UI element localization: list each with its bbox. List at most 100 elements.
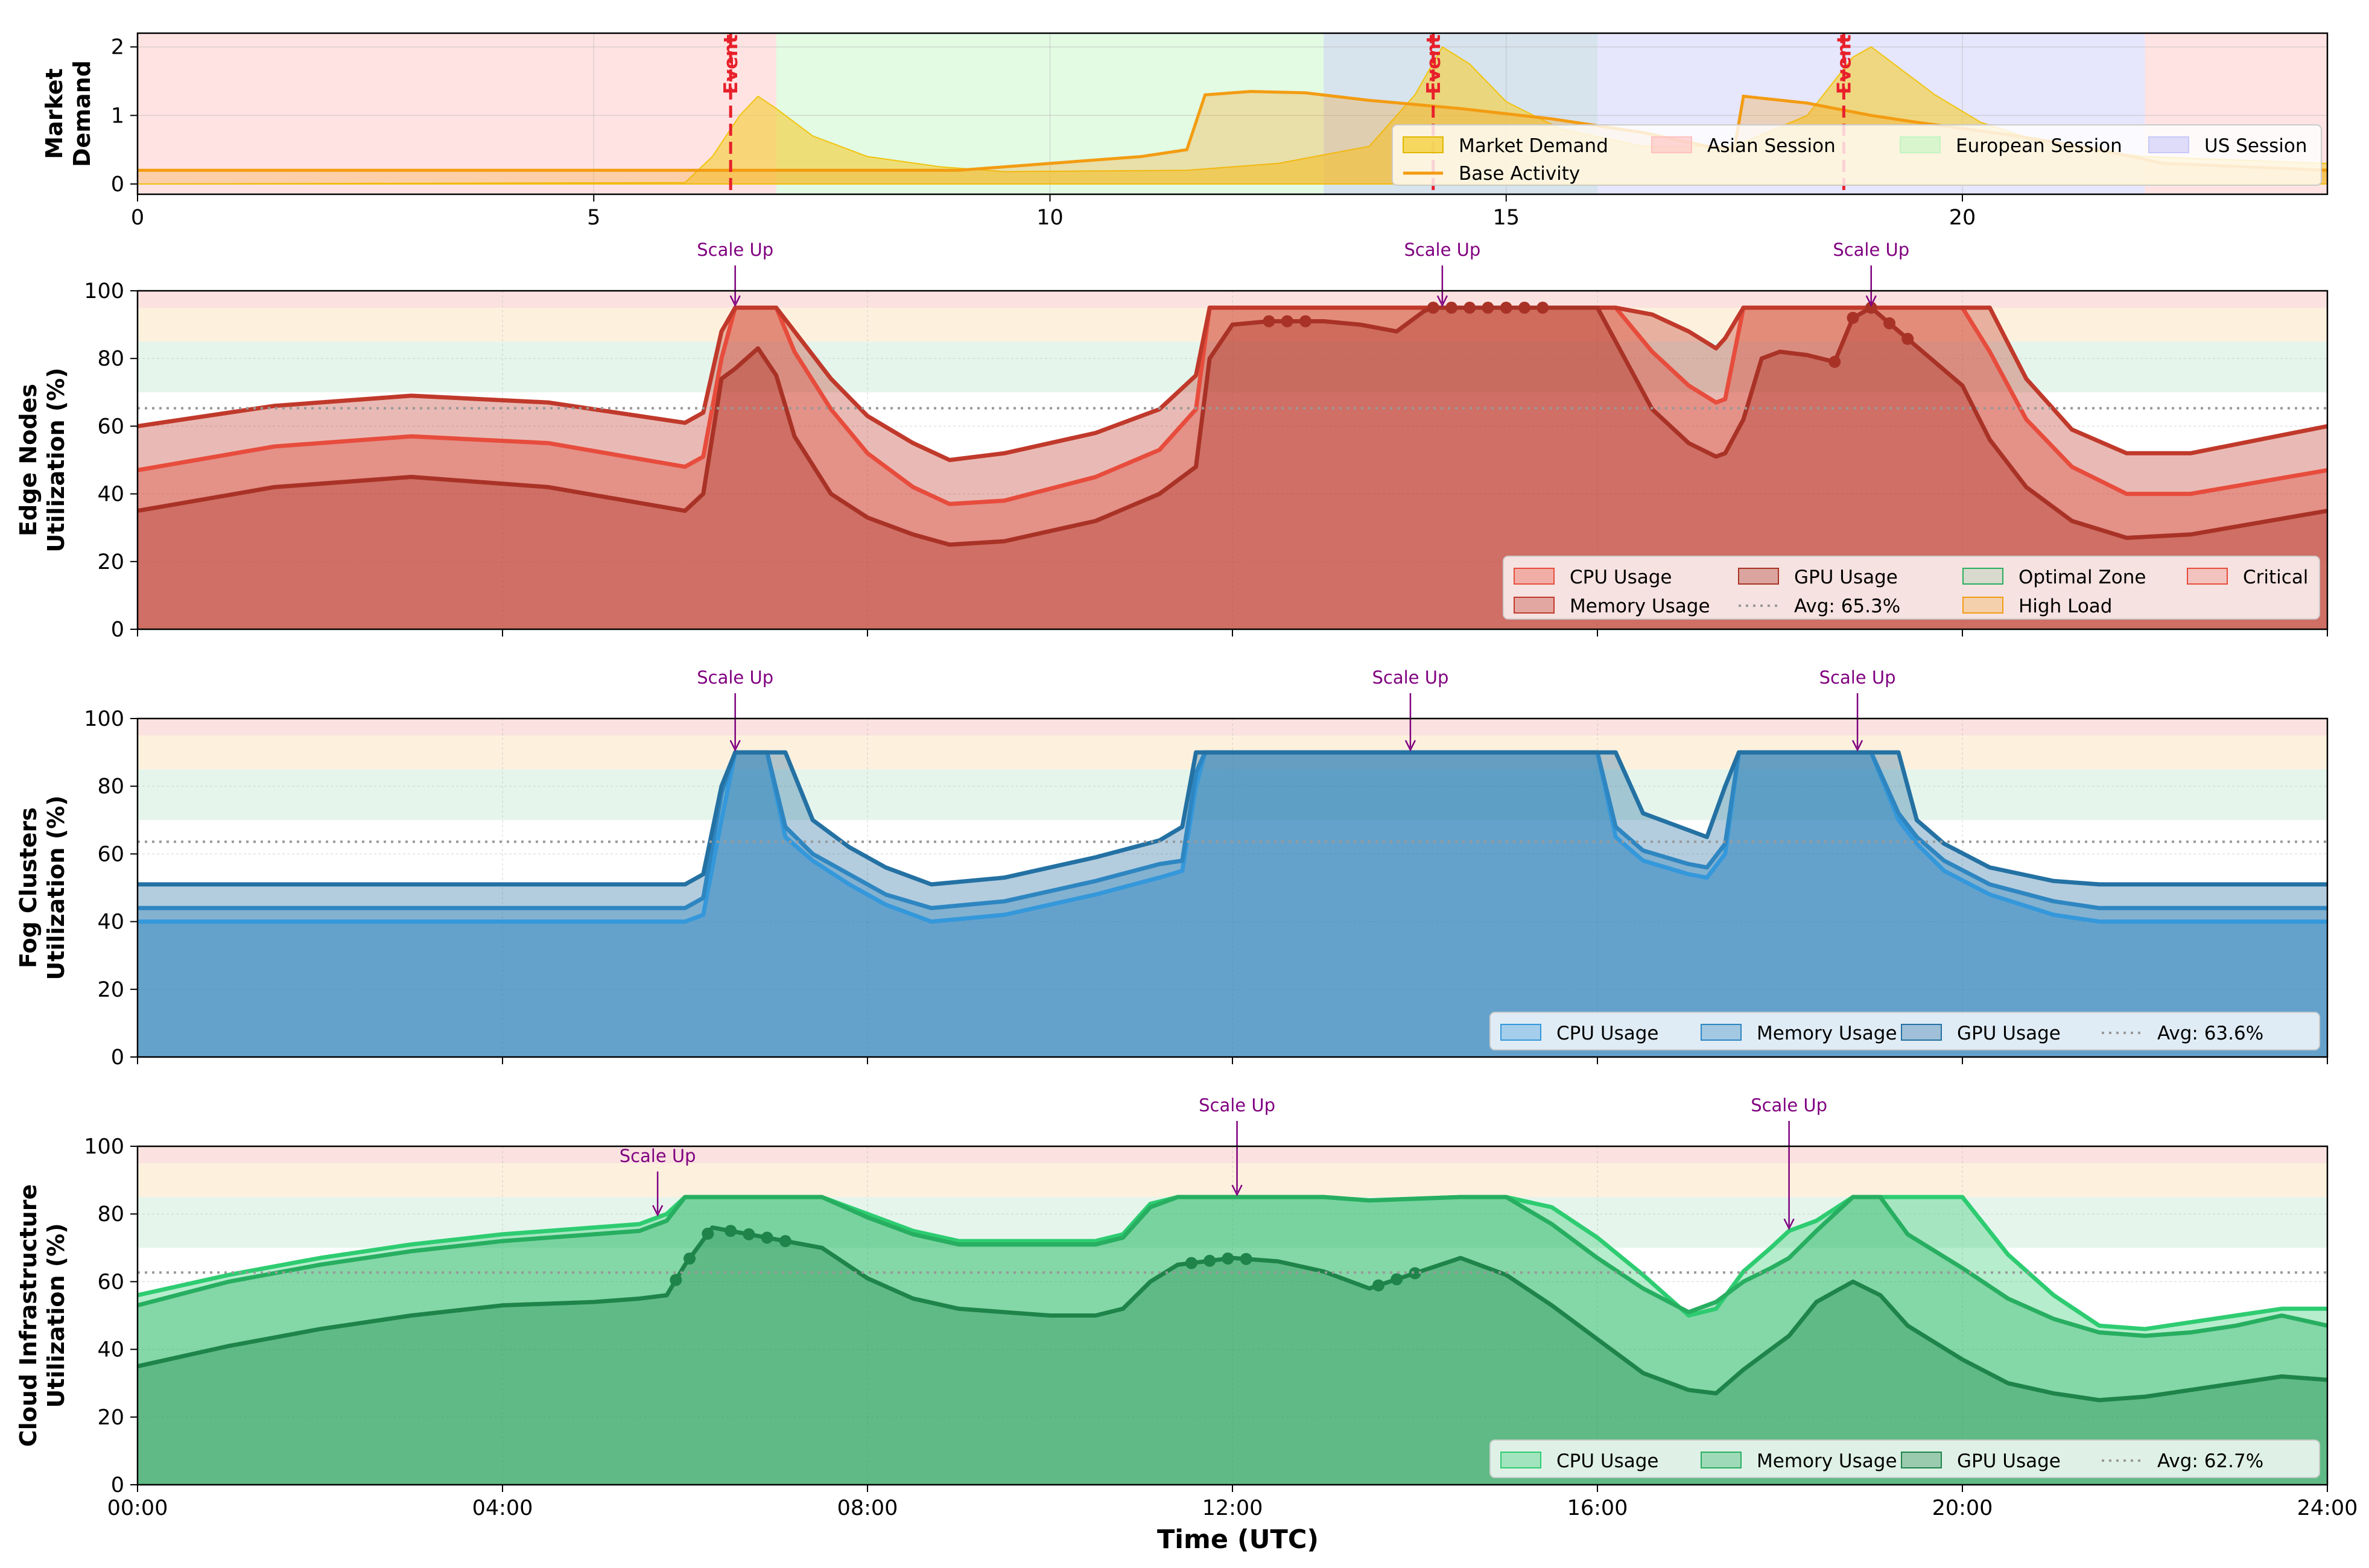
market-legend-asian-session-swatch xyxy=(1651,136,1692,153)
cloud-y-tick-label: 40 xyxy=(97,1338,124,1362)
cloud-legend-memory-usage-swatch xyxy=(1701,1452,1742,1468)
cloud-x-tick-label: 12:00 xyxy=(1202,1496,1263,1520)
market-legend-frame xyxy=(1392,124,2322,186)
edge-y-tick-label: 100 xyxy=(84,279,124,303)
cloud-peak-marker xyxy=(1391,1273,1403,1286)
cloud-y-axis-label: Cloud InfrastructureUtilization (%) xyxy=(15,1184,69,1447)
cloud-plot-bg xyxy=(138,1146,2327,1485)
market-y-tick-label: 2 xyxy=(111,36,124,60)
cloud-peak-marker xyxy=(702,1227,714,1240)
edge-peak-marker xyxy=(1883,317,1895,329)
cloud-legend-frame xyxy=(1489,1439,2320,1478)
edge-legend-cpu-usage: CPU Usage xyxy=(1570,567,1672,588)
cloud-x-tick-label: 16:00 xyxy=(1567,1496,1628,1520)
fog-clusters-panel: Scale Up Scale Up Scale Up 0 20 40 60 80 100 Fog … xyxy=(15,667,2329,1070)
cloud-scale-up-label-0: Scale Up xyxy=(620,1146,696,1166)
cloud-peak-marker xyxy=(779,1235,791,1248)
fog-cpu-usage-area xyxy=(138,752,2327,1057)
cloud-x-tick-label: 00:00 xyxy=(107,1496,168,1520)
edge-y-tick-label: 0 xyxy=(111,618,124,642)
edge-peak-marker xyxy=(1427,302,1439,314)
cloud-scale-up-label-1: Scale Up xyxy=(1199,1095,1275,1116)
edge-legend-memory-usage: Memory Usage xyxy=(1570,595,1710,617)
cloud-scale-up-arrowhead-0 xyxy=(652,1205,664,1217)
market-legend-european-session: European Session xyxy=(1956,135,2122,157)
cloud-y-tick-label: 20 xyxy=(97,1406,124,1430)
market-demand-panel: Event Event Event 0 5 10 15 20 0 1 2 MarketDemand Ma… xyxy=(41,32,2329,230)
edge-memory-usage-area xyxy=(138,308,2327,629)
cloud-legend-gpu-usage-swatch xyxy=(1901,1452,1942,1468)
fog-scale-up-label-0: Scale Up xyxy=(697,667,773,688)
cloud-memory-usage-area xyxy=(138,1197,2327,1485)
fog-optimal-zone xyxy=(138,769,2327,821)
cloud-y-tick-label: 0 xyxy=(111,1473,124,1497)
cloud-scale-up-label-2: Scale Up xyxy=(1751,1095,1827,1116)
edge-nodes-panel: Scale Up Scale Up Scale Up 0 20 40 60 80 100 Edge… xyxy=(15,240,2329,642)
edge-y-tick-label: 80 xyxy=(97,347,124,371)
market-legend-market-demand: Market Demand xyxy=(1459,135,1608,157)
edge-peak-marker xyxy=(1828,355,1841,368)
edge-peak-marker xyxy=(1482,302,1494,314)
fog-y-axis-label: Fog ClustersUtilization (%) xyxy=(15,795,69,980)
edge-legend-cpu-usage-swatch xyxy=(1514,568,1555,585)
cloud-high-load-zone xyxy=(138,1163,2327,1198)
fog-legend-gpu-usage-swatch xyxy=(1901,1024,1942,1041)
cloud-peak-marker xyxy=(1222,1252,1234,1265)
cloud-legend-gpu-usage: GPU Usage xyxy=(1957,1450,2061,1472)
fog-legend-gpu-usage: GPU Usage xyxy=(1957,1023,2061,1044)
edge-scale-up-label-2: Scale Up xyxy=(1833,240,1909,260)
x-axis-label: Time (UTC) xyxy=(1157,1525,1319,1555)
cloud-legend-cpu-usage-swatch xyxy=(1500,1452,1541,1468)
edge-peak-marker xyxy=(1445,302,1457,314)
fog-scale-up-arrowhead-0 xyxy=(729,740,741,752)
fog-legend-cpu-usage: CPU Usage xyxy=(1556,1023,1658,1044)
edge-peak-marker xyxy=(1464,302,1476,314)
fog-y-tick-label: 0 xyxy=(111,1046,124,1070)
market-legend-market-demand-swatch xyxy=(1403,136,1444,153)
market-frame xyxy=(136,32,2329,195)
cloud-x-tick-label: 04:00 xyxy=(472,1496,533,1520)
market-legend-us-session: US Session xyxy=(2204,135,2307,157)
edge-legend-memory-usage-swatch xyxy=(1514,597,1555,614)
edge-scale-up-arrowhead-2 xyxy=(1865,295,1877,307)
edge-legend-gpu-usage-swatch xyxy=(1738,568,1779,585)
edge-memory-usage-line xyxy=(137,305,2328,462)
edge-critical-zone xyxy=(138,291,2327,308)
edge-y-tick-label: 40 xyxy=(97,483,124,507)
cloud-peak-marker xyxy=(1372,1279,1384,1292)
edge-gpu-usage-line xyxy=(137,305,2328,547)
edge-scale-up-label-1: Scale Up xyxy=(1404,240,1480,260)
market-y-tick-label: 1 xyxy=(111,104,124,128)
fog-y-tick-label: 100 xyxy=(84,707,124,731)
edge-gpu-usage-area xyxy=(138,308,2327,629)
fog-y-tick-label: 80 xyxy=(97,775,124,799)
cloud-y-tick-label: 80 xyxy=(97,1202,124,1227)
cloud-peak-marker xyxy=(761,1231,773,1244)
edge-peak-marker xyxy=(1537,302,1549,314)
fog-plot-bg xyxy=(138,719,2327,1057)
cloud-peak-marker xyxy=(1240,1252,1252,1265)
cloud-peak-marker xyxy=(1185,1257,1197,1269)
cloud-critical-zone xyxy=(138,1146,2327,1164)
cloud-peak-marker xyxy=(743,1228,755,1240)
edge-peak-marker xyxy=(1518,302,1530,314)
event-label-1: Event xyxy=(1423,34,1445,94)
market-x-tick-label: 15 xyxy=(1492,206,1520,230)
edge-y-tick-label: 60 xyxy=(97,414,124,439)
edge-peak-marker xyxy=(1299,315,1311,328)
edge-legend-gpu-usage: GPU Usage xyxy=(1794,567,1898,588)
fog-legend-cpu-usage-swatch xyxy=(1500,1024,1541,1041)
cloud-x-tick-label: 24:00 xyxy=(2297,1496,2358,1520)
edge-peak-marker xyxy=(1500,302,1512,314)
fog-memory-usage-area xyxy=(138,752,2327,1057)
market-x-tick-label: 5 xyxy=(587,206,600,230)
edge-legend-avg-65-3: Avg: 65.3% xyxy=(1794,595,1900,617)
edge-cpu-usage-area xyxy=(138,308,2327,629)
cloud-peak-marker xyxy=(1409,1267,1421,1280)
edge-legend-high-load: High Load xyxy=(2019,595,2112,617)
edge-y-tick-label: 20 xyxy=(97,550,124,574)
cloud-scale-up-arrowhead-2 xyxy=(1783,1218,1795,1231)
cloud-x-tick-label: 08:00 xyxy=(837,1496,898,1520)
market-y-axis-label: MarketDemand xyxy=(41,60,95,167)
